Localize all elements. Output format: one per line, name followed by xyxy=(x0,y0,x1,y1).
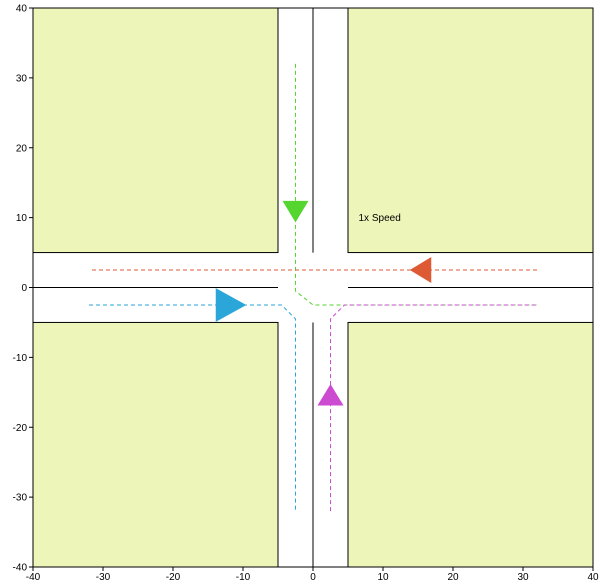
grass-blocks xyxy=(32,7,594,568)
speed-label: 1x Speed xyxy=(359,213,401,224)
x-tick-label: -30 xyxy=(96,572,111,583)
x-tick-label: -20 xyxy=(166,572,181,583)
vehicle-red-triangle-left-icon xyxy=(409,257,432,284)
path-green xyxy=(295,63,537,306)
y-tick-label: 30 xyxy=(16,73,28,84)
y-tick-label: 40 xyxy=(16,4,28,15)
y-axis-ticks: 40 30 20 10 0 -10 -20 -30 -40 xyxy=(13,4,33,574)
road-edges xyxy=(33,8,593,567)
vehicle-paths xyxy=(89,63,537,512)
vehicle-green-triangle-down-icon xyxy=(282,200,309,223)
grass-block-bottom-left xyxy=(32,321,279,568)
x-tick-label: -10 xyxy=(236,572,251,583)
x-axis-ticks: -40 -30 -20 -10 0 10 20 30 40 xyxy=(26,567,599,583)
y-tick-label: -10 xyxy=(13,353,28,364)
x-tick-label: 30 xyxy=(517,572,529,583)
y-tick-label: 20 xyxy=(16,143,28,154)
y-tick-label: -40 xyxy=(13,563,28,574)
path-magenta xyxy=(330,304,537,512)
vehicle-magenta-triangle-up-icon xyxy=(317,384,344,406)
path-blue xyxy=(89,304,296,512)
vehicles xyxy=(215,200,432,406)
y-tick-label: -20 xyxy=(13,423,28,434)
y-tick-label: -30 xyxy=(13,493,28,504)
grass-block-top-right xyxy=(347,7,594,254)
y-tick-label: 0 xyxy=(21,283,27,294)
vehicle-blue-triangle-right-icon xyxy=(215,288,247,322)
x-tick-label: 40 xyxy=(587,572,599,583)
x-tick-label: 0 xyxy=(310,572,316,583)
grass-block-top-left xyxy=(32,7,279,254)
x-tick-label: 20 xyxy=(447,572,459,583)
y-tick-label: 10 xyxy=(16,213,28,224)
grass-block-bottom-right xyxy=(347,321,594,568)
x-tick-label: -40 xyxy=(26,572,41,583)
x-tick-label: 10 xyxy=(377,572,389,583)
